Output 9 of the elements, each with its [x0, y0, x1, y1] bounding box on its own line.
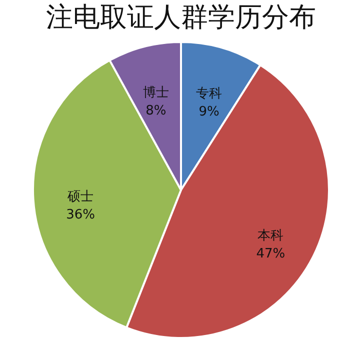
data-label: 47% [256, 246, 286, 262]
chart-title: 注电取证人群学历分布 [46, 2, 316, 33]
data-label: 36% [66, 207, 96, 222]
data-label: 9% [198, 104, 220, 120]
slice-label: 专科 [196, 86, 222, 102]
slice-label: 硕士 [66, 189, 94, 204]
slice-label: 博士 [142, 86, 169, 101]
data-label: 8% [146, 104, 166, 119]
slice-label: 本科 [258, 228, 284, 244]
